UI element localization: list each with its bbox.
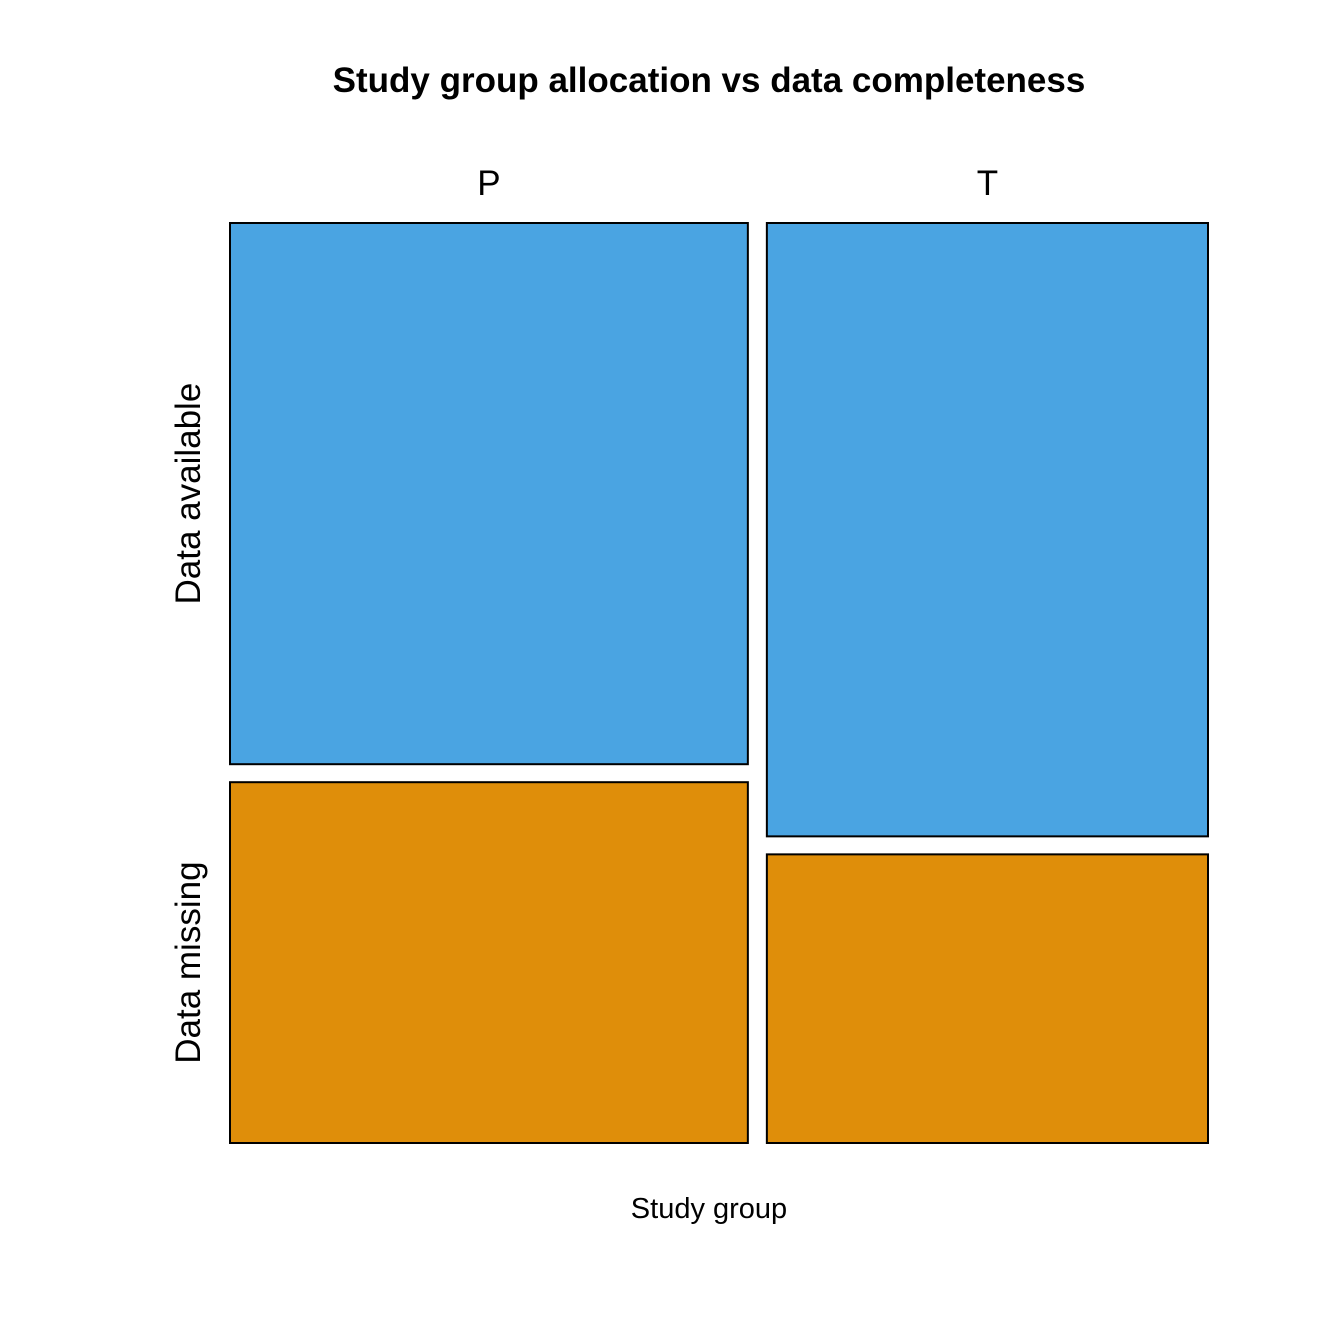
- tile-t-data-available: [765, 222, 1209, 838]
- tile-t-data-missing: [765, 853, 1209, 1144]
- mosaic-tiles: [229, 222, 1209, 1144]
- tile-p-data-available: [229, 222, 749, 766]
- row-label-data-available: Data available: [169, 383, 208, 605]
- row-label-data-missing: Data missing: [169, 861, 208, 1063]
- column-label-p: P: [477, 164, 500, 203]
- row-labels: Data available Data missing: [169, 383, 208, 1064]
- x-axis-label: Study group: [631, 1193, 787, 1225]
- column-label-t: T: [977, 164, 998, 203]
- tile-p-data-missing: [229, 781, 749, 1144]
- chart-title: Study group allocation vs data completen…: [333, 61, 1086, 100]
